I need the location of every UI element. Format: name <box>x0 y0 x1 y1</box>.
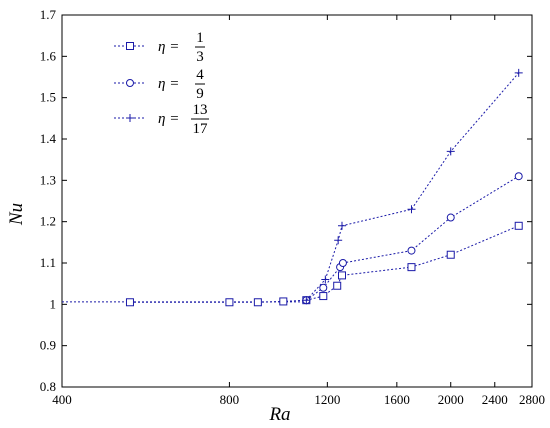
y-tick-label: 1 <box>50 296 57 311</box>
y-tick-label: 1.6 <box>40 48 57 63</box>
y-tick-label: 1.2 <box>40 214 56 229</box>
y-tick-label: 1.1 <box>40 255 56 270</box>
x-tick-label: 800 <box>220 392 240 407</box>
x-tick-label: 2800 <box>519 392 545 407</box>
y-tick-label: 1.4 <box>40 131 57 146</box>
data-point-circle <box>126 79 134 87</box>
legend-denominator: 3 <box>196 49 204 65</box>
data-point-square <box>279 297 288 306</box>
data-point-square <box>225 298 234 307</box>
legend-entry: η = 13 17 <box>114 102 209 137</box>
y-tick-label: 1.5 <box>40 90 56 105</box>
data-point-circle <box>319 283 328 292</box>
legend-numerator: 4 <box>196 67 204 83</box>
series-square <box>125 221 523 307</box>
legend-entry: η = 1 3 <box>114 30 205 65</box>
x-tick-label: 1200 <box>314 392 340 407</box>
x-axis-title: Ra <box>268 404 290 425</box>
legend-entry: η = 4 9 <box>114 67 205 102</box>
x-tick-label: 400 <box>52 392 72 407</box>
data-point-plus <box>407 205 416 214</box>
legend-denominator: 9 <box>196 86 204 102</box>
series-layer <box>62 68 523 307</box>
data-point-square <box>126 42 134 50</box>
legend-numerator: 1 <box>196 30 204 46</box>
y-tick-label: 0.9 <box>40 338 56 353</box>
data-point-circle <box>338 259 347 267</box>
data-point-square <box>514 221 523 230</box>
data-point-square <box>333 281 342 290</box>
data-point-plus <box>514 68 523 77</box>
legend-label: η = <box>158 76 179 92</box>
legend-label: η = <box>158 39 179 55</box>
data-point-circle <box>514 172 523 181</box>
series-plus <box>302 68 523 305</box>
data-point-plus <box>446 147 455 156</box>
data-point-square <box>319 292 328 301</box>
data-point-plus <box>302 296 311 305</box>
series-circle <box>302 172 523 305</box>
y-axis-title: Nu <box>6 203 27 226</box>
data-point-circle <box>446 213 455 222</box>
data-point-circle <box>407 246 416 255</box>
plot-frame <box>61 14 533 388</box>
data-point-plus <box>334 236 343 245</box>
data-point-plus <box>321 275 330 284</box>
legend-numerator: 13 <box>193 102 208 118</box>
data-point-square <box>253 298 262 307</box>
x-tick-label: 1600 <box>384 392 410 407</box>
data-point-square <box>337 271 346 280</box>
data-point-square <box>407 263 416 272</box>
data-point-plus <box>337 221 346 230</box>
legend-label: η = <box>158 111 179 127</box>
data-point-square <box>446 250 455 259</box>
y-tick-label: 0.8 <box>40 379 56 394</box>
legend-denominator: 17 <box>193 121 209 137</box>
y-tick-label: 1.7 <box>40 7 57 22</box>
axis-ticks: 400 800 1200 1600 2000 2400 2800 0.8 0.9 1 1.1 1.2 1… <box>40 7 545 407</box>
y-tick-label: 1.3 <box>40 172 56 187</box>
x-tick-label: 2000 <box>438 392 464 407</box>
x-tick-label: 2400 <box>482 392 508 407</box>
data-point-square <box>125 298 134 307</box>
data-point-plus <box>126 114 134 122</box>
